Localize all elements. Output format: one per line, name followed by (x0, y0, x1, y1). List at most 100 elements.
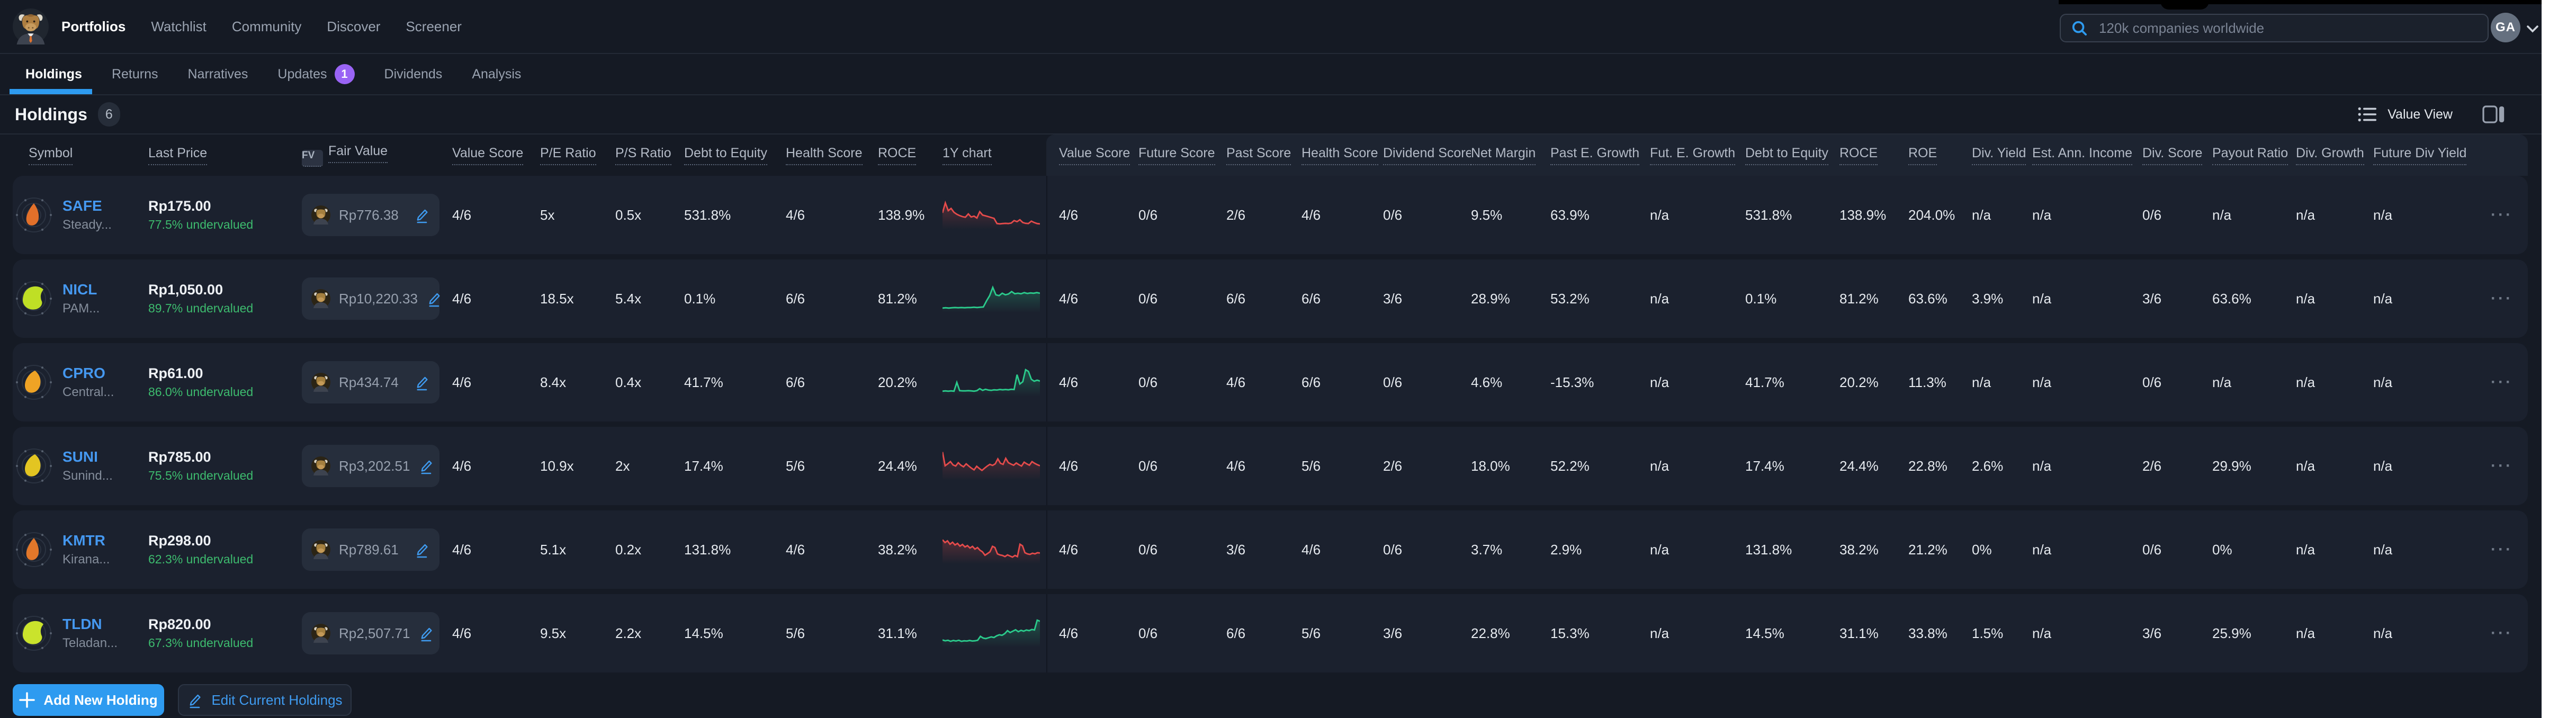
search-input[interactable] (2096, 19, 2477, 38)
column-header-future-div-yield-2[interactable]: Future Div Yield (2373, 146, 2478, 165)
column-header-p-e-ratio[interactable]: P/E Ratio (540, 146, 615, 165)
ext-future-div-yield-cell: n/a (2373, 625, 2393, 641)
column-header-roe-2[interactable]: ROE (1908, 146, 1972, 165)
screenshot-artifact-bump (2160, 0, 2209, 10)
fair-value-pill[interactable]: Rp789.61 (302, 528, 439, 571)
column-header-est-ann-income-2[interactable]: Est. Ann. Income (2032, 146, 2142, 165)
column-header-roce-2[interactable]: ROCE (1839, 146, 1908, 165)
fair-value-amount: Rp434.74 (339, 374, 399, 390)
add-new-holding-button[interactable]: Add New Holding (13, 684, 164, 716)
row-actions-menu[interactable]: ··· (2491, 373, 2513, 391)
debt-to-equity-cell: 41.7% (684, 374, 723, 390)
edit-pencil-icon[interactable] (418, 457, 434, 474)
column-header-last-price[interactable]: Last Price (148, 146, 302, 165)
column-header-symbol[interactable]: Symbol (13, 146, 148, 165)
column-header-health-score[interactable]: Health Score (786, 146, 878, 165)
column-header-health-score-2[interactable]: Health Score (1302, 146, 1383, 165)
ext-debt-to-equity-cell: 14.5% (1745, 625, 1784, 641)
tab-returns[interactable]: Returns (112, 67, 158, 82)
edit-current-holdings-button[interactable]: Edit Current Holdings (178, 684, 352, 716)
last-price-cell: Rp61.00 86.0% undervalued (148, 343, 302, 421)
column-header-p-s-ratio[interactable]: P/S Ratio (615, 146, 684, 165)
edit-pencil-icon[interactable] (414, 541, 430, 558)
column-header-div-yield-2[interactable]: Div. Yield (1972, 146, 2032, 165)
column-header-fut-e-growth-2[interactable]: Fut. E. Growth (1650, 146, 1745, 165)
side-panel-toggle-icon[interactable] (2482, 105, 2505, 123)
debt-to-equity-cell: 131.8% (684, 541, 731, 558)
snowflake-icon[interactable] (15, 447, 53, 485)
column-header-div-score-2[interactable]: Div. Score (2142, 146, 2212, 165)
column-header-debt-to-equity-2[interactable]: Debt to Equity (1745, 146, 1839, 165)
view-controls: Value View (2358, 105, 2505, 123)
snowflake-icon[interactable] (15, 196, 53, 234)
row-actions-menu[interactable]: ··· (2491, 541, 2513, 558)
column-header-past-e-growth-2[interactable]: Past E. Growth (1550, 146, 1650, 165)
ticker-link[interactable]: NICL (62, 281, 97, 298)
column-header-dividend-score-2[interactable]: Dividend Score (1383, 146, 1471, 165)
symbol-cell: NICL PAM... (15, 259, 148, 338)
holdings-table-body: SAFE Steady... Rp175.00 77.5% undervalued R… (13, 176, 2528, 672)
tab-updates[interactable]: Updates 1 (277, 64, 355, 84)
tab-holdings[interactable]: Holdings (25, 67, 82, 82)
edit-pencil-icon[interactable] (414, 207, 430, 223)
ticker-link[interactable]: SAFE (62, 198, 102, 214)
column-header-roce[interactable]: ROCE (878, 146, 943, 165)
fair-value-pill[interactable]: Rp2,507.71 (302, 612, 439, 654)
edit-pencil-icon[interactable] (414, 374, 430, 391)
column-header-debt-to-equity[interactable]: Debt to Equity (684, 146, 786, 165)
holding-row-kmtr: KMTR Kirana... Rp298.00 62.3% undervalued R… (13, 510, 2528, 589)
column-header-fair-value[interactable]: FV Fair Value (302, 143, 452, 167)
list-view-icon[interactable] (2358, 106, 2377, 122)
ext-dividend-score-cell: 0/6 (1383, 541, 1403, 558)
last-price-cell: Rp298.00 62.3% undervalued (148, 510, 302, 589)
fair-value-pill[interactable]: Rp10,220.33 (302, 277, 442, 320)
user-avatar[interactable]: GA (2491, 13, 2520, 42)
column-header-div-growth-2[interactable]: Div. Growth (2296, 146, 2373, 165)
column-header-net-margin-2[interactable]: Net Margin (1471, 146, 1550, 165)
company-search[interactable] (2060, 14, 2489, 42)
row-actions-menu[interactable]: ··· (2491, 206, 2513, 223)
nav-item-community[interactable]: Community (231, 18, 302, 34)
tab-narratives[interactable]: Narratives (187, 67, 248, 82)
snowflake-icon[interactable] (15, 363, 53, 401)
search-icon (2072, 21, 2087, 36)
ext-div-yield-cell: n/a (1972, 207, 1991, 223)
ticker-link[interactable]: KMTR (62, 532, 105, 549)
column-header-value-score-2[interactable]: Value Score (1059, 146, 1138, 165)
column-header-payout-ratio-2[interactable]: Payout Ratio (2212, 146, 2296, 165)
last-price-value: Rp298.00 (148, 533, 211, 549)
nav-item-screener[interactable]: Screener (406, 18, 462, 34)
table-header-right-section: Value Score Future Score Past Score Health … (1046, 134, 2528, 176)
column-header-1y-chart[interactable]: 1Y chart (943, 146, 1046, 165)
nav-item-portfolios[interactable]: Portfolios (61, 18, 126, 34)
ext-roce-cell: 81.2% (1839, 290, 1879, 307)
ticker-link[interactable]: SUNI (62, 448, 98, 465)
tab-dividends[interactable]: Dividends (384, 67, 443, 82)
chevron-down-icon[interactable] (2527, 25, 2538, 33)
bull-logo-icon[interactable] (13, 8, 49, 44)
column-header-value-score[interactable]: Value Score (452, 146, 540, 165)
row-actions-menu[interactable]: ··· (2491, 624, 2513, 642)
snowflake-icon[interactable] (15, 531, 53, 569)
snowflake-icon[interactable] (15, 280, 53, 318)
ext-dividend-score-cell: 0/6 (1383, 207, 1403, 223)
ext-future-score-cell: 0/6 (1138, 207, 1158, 223)
nav-item-discover[interactable]: Discover (327, 18, 381, 34)
ticker-link[interactable]: TLDN (62, 616, 102, 632)
nav-item-watchlist[interactable]: Watchlist (151, 18, 207, 34)
fair-value-pill[interactable]: Rp776.38 (302, 194, 439, 236)
ticker-link[interactable]: CPRO (62, 365, 105, 381)
edit-pencil-icon[interactable] (418, 625, 434, 642)
edit-pencil-icon[interactable] (426, 290, 442, 307)
fair-value-pill[interactable]: Rp434.74 (302, 361, 439, 403)
page-title: Holdings (15, 104, 87, 124)
view-mode-label[interactable]: Value View (2387, 106, 2453, 122)
pe-ratio-cell: 8.4x (540, 374, 567, 390)
column-header-past-score-2[interactable]: Past Score (1226, 146, 1302, 165)
column-header-future-score-2[interactable]: Future Score (1138, 146, 1226, 165)
row-actions-menu[interactable]: ··· (2491, 457, 2513, 474)
tab-analysis[interactable]: Analysis (472, 67, 521, 82)
snowflake-icon[interactable] (15, 614, 53, 652)
row-actions-menu[interactable]: ··· (2491, 290, 2513, 307)
fair-value-pill[interactable]: Rp3,202.51 (302, 445, 439, 487)
